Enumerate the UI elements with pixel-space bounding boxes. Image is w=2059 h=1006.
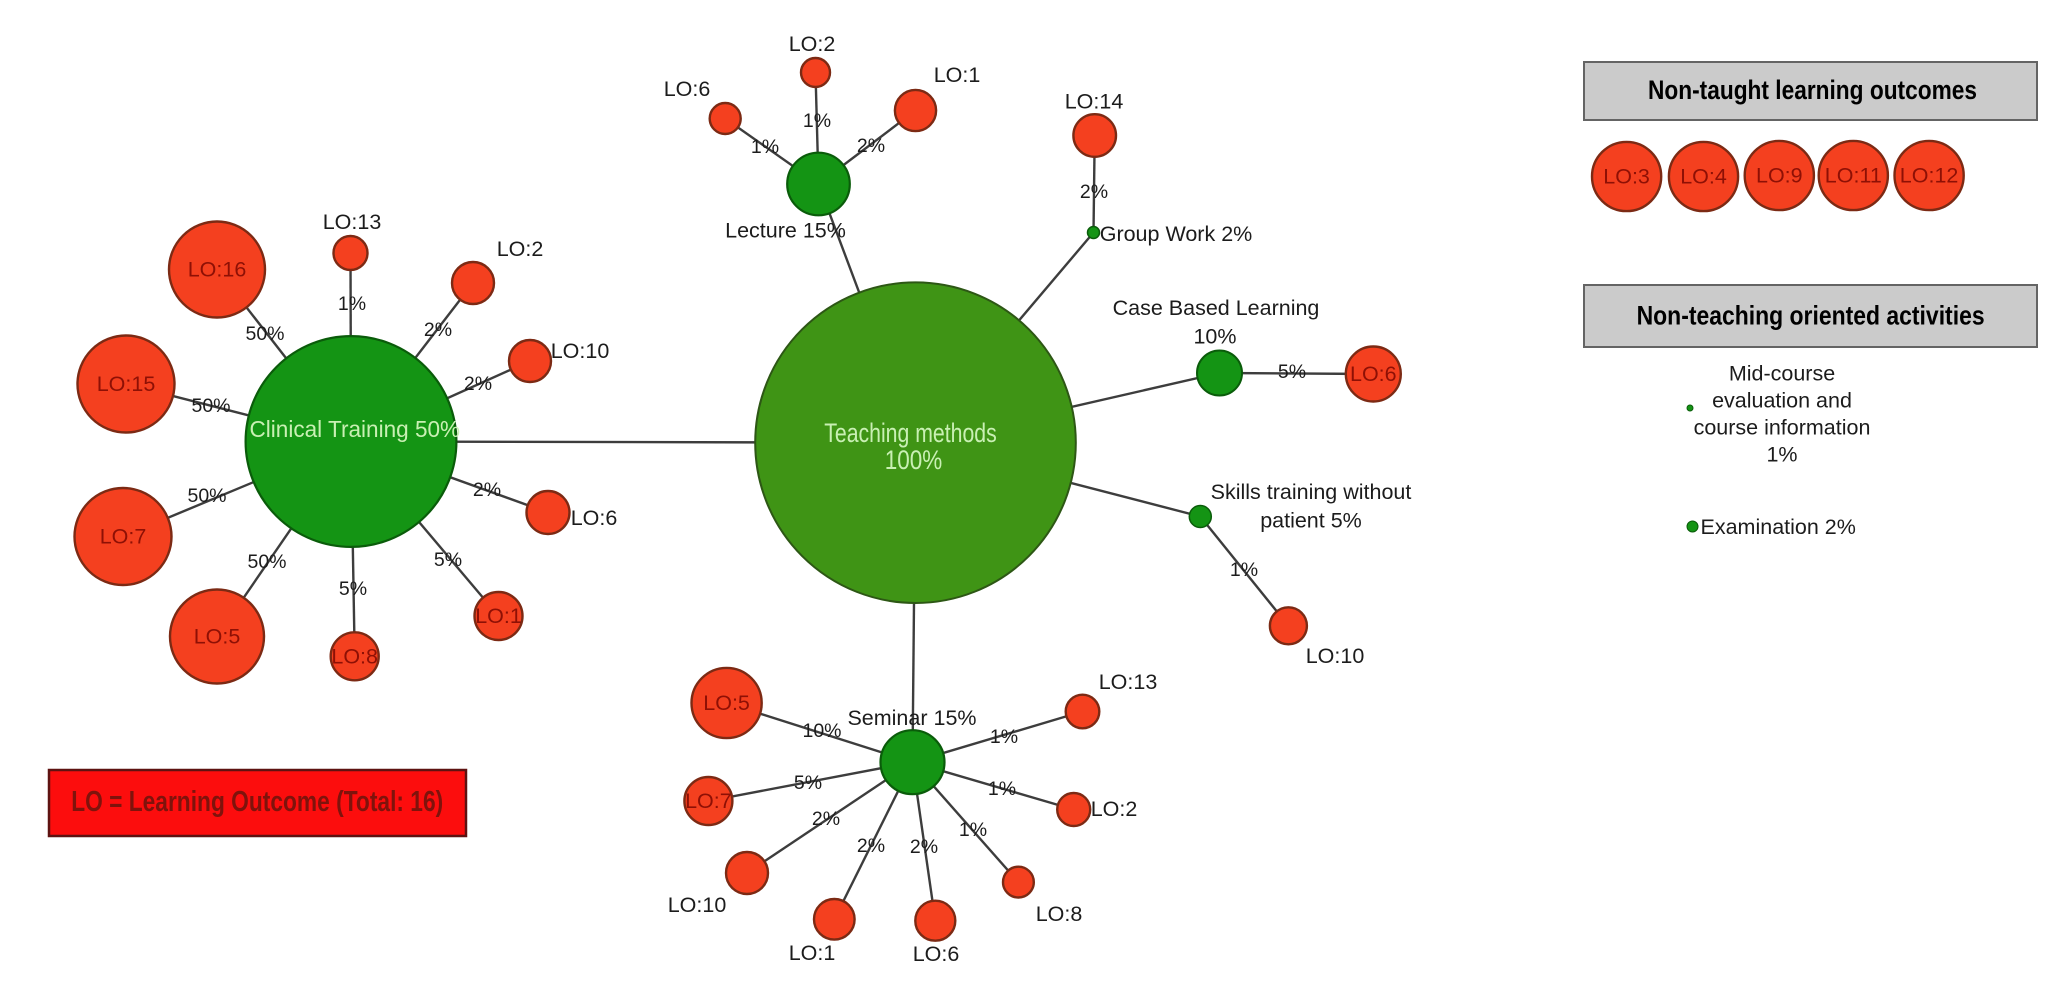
svg-text:LO:1: LO:1 xyxy=(934,63,981,87)
svg-text:LO:11: LO:11 xyxy=(1825,164,1882,188)
svg-text:LO:2: LO:2 xyxy=(1091,797,1138,821)
svg-text:evaluation and: evaluation and xyxy=(1712,389,1852,413)
svg-text:Group Work 2%: Group Work 2% xyxy=(1100,222,1253,246)
svg-text:1%: 1% xyxy=(803,110,831,132)
svg-text:2%: 2% xyxy=(857,135,885,157)
svg-text:1%: 1% xyxy=(988,778,1016,800)
svg-text:50%: 50% xyxy=(187,485,226,507)
svg-text:Teaching methods: Teaching methods xyxy=(824,418,997,448)
svg-text:LO:6: LO:6 xyxy=(1350,362,1397,386)
svg-text:2%: 2% xyxy=(473,479,501,501)
svg-text:LO:10: LO:10 xyxy=(551,339,610,363)
svg-text:2%: 2% xyxy=(1080,181,1108,203)
svg-text:1%: 1% xyxy=(990,726,1018,748)
svg-text:50%: 50% xyxy=(191,395,230,417)
svg-text:1%: 1% xyxy=(338,293,366,315)
svg-text:LO:7: LO:7 xyxy=(100,525,147,549)
svg-text:LO:15: LO:15 xyxy=(97,372,156,396)
svg-text:5%: 5% xyxy=(434,549,462,571)
svg-text:Non-taught learning outcomes: Non-taught learning outcomes xyxy=(1648,75,1977,105)
svg-text:LO:8: LO:8 xyxy=(331,644,378,668)
svg-text:10%: 10% xyxy=(1193,325,1236,349)
svg-text:100%: 100% xyxy=(885,445,943,475)
svg-text:Skills training without: Skills training without xyxy=(1211,480,1412,504)
svg-text:LO:2: LO:2 xyxy=(789,32,836,56)
svg-text:LO:1: LO:1 xyxy=(475,604,522,628)
svg-text:1%: 1% xyxy=(751,136,779,158)
svg-text:LO:6: LO:6 xyxy=(571,506,618,530)
svg-text:LO:7: LO:7 xyxy=(685,789,732,813)
svg-text:10%: 10% xyxy=(802,720,841,742)
svg-text:LO:6: LO:6 xyxy=(664,77,711,101)
svg-text:LO:5: LO:5 xyxy=(194,625,241,649)
svg-text:2%: 2% xyxy=(857,835,885,857)
svg-text:2%: 2% xyxy=(910,836,938,858)
svg-text:LO:10: LO:10 xyxy=(668,893,727,917)
svg-text:Mid-course: Mid-course xyxy=(1729,362,1835,386)
svg-text:Clinical Training 50%: Clinical Training 50% xyxy=(249,416,460,442)
svg-text:Lecture 15%: Lecture 15% xyxy=(725,219,846,243)
svg-text:LO:9: LO:9 xyxy=(1756,164,1803,188)
svg-text:1%: 1% xyxy=(1230,559,1258,581)
svg-text:2%: 2% xyxy=(464,373,492,395)
svg-text:LO:1: LO:1 xyxy=(789,941,836,965)
svg-text:1%: 1% xyxy=(1766,443,1797,467)
svg-text:LO = Learning Outcome (Total:: LO = Learning Outcome (Total: 16) xyxy=(71,786,443,818)
svg-text:5%: 5% xyxy=(339,578,367,600)
svg-text:50%: 50% xyxy=(245,323,284,345)
svg-text:LO:13: LO:13 xyxy=(1099,670,1158,694)
svg-text:LO:12: LO:12 xyxy=(1900,164,1959,188)
svg-text:LO:16: LO:16 xyxy=(188,258,247,282)
svg-text:LO:8: LO:8 xyxy=(1036,902,1083,926)
svg-text:LO:5: LO:5 xyxy=(703,691,750,715)
svg-text:LO:2: LO:2 xyxy=(497,237,544,261)
svg-text:patient 5%: patient 5% xyxy=(1260,509,1362,533)
svg-text:5%: 5% xyxy=(1278,361,1306,383)
svg-text:LO:14: LO:14 xyxy=(1065,90,1124,114)
svg-text:LO:3: LO:3 xyxy=(1603,165,1650,189)
svg-text:Seminar 15%: Seminar 15% xyxy=(847,706,976,730)
svg-text:course information: course information xyxy=(1694,416,1871,440)
svg-text:1%: 1% xyxy=(959,819,987,841)
svg-text:LO:4: LO:4 xyxy=(1680,165,1727,189)
svg-text:Case Based Learning: Case Based Learning xyxy=(1113,296,1320,320)
svg-text:5%: 5% xyxy=(794,772,822,794)
svg-text:Non-teaching oriented activiti: Non-teaching oriented activities xyxy=(1637,301,1985,331)
svg-text:50%: 50% xyxy=(247,551,286,573)
svg-text:Examination 2%: Examination 2% xyxy=(1701,515,1856,539)
svg-text:2%: 2% xyxy=(424,319,452,341)
svg-text:LO:6: LO:6 xyxy=(913,942,960,966)
svg-text:LO:10: LO:10 xyxy=(1306,644,1365,668)
svg-text:2%: 2% xyxy=(812,808,840,830)
svg-text:LO:13: LO:13 xyxy=(323,210,382,234)
